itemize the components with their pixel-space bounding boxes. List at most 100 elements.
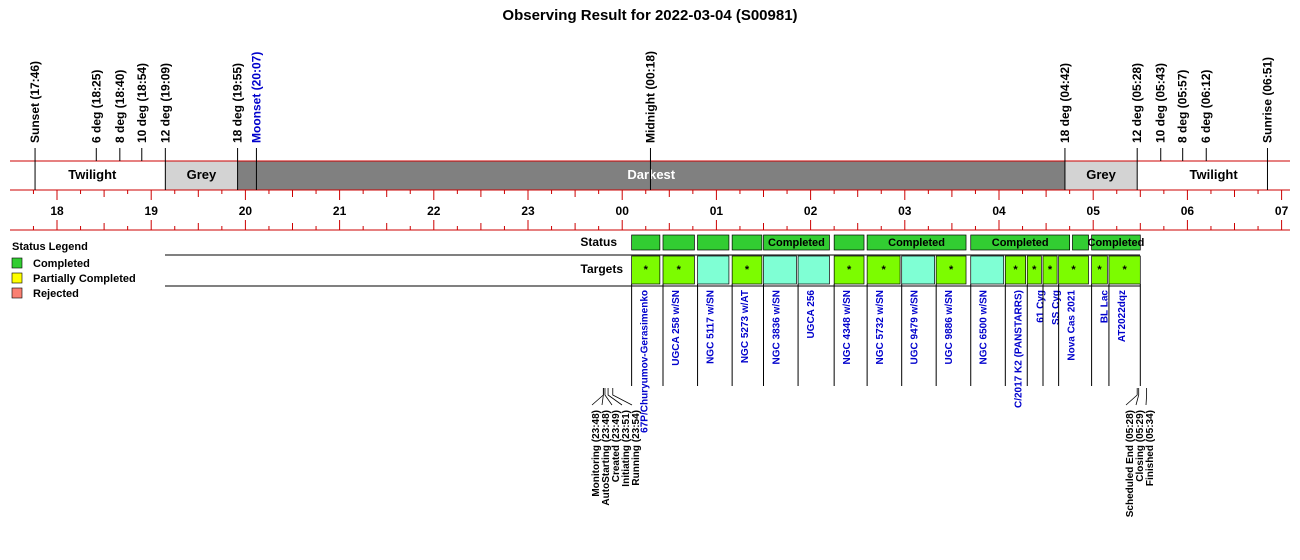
target-name-label: NGC 6500 w/SN (979, 290, 990, 364)
end-annotation-label: Finished (05:34) (1145, 410, 1156, 486)
hour-axis: 18 19 20 21 22 23 00 01 02 03 04 05 06 07 (10, 190, 1290, 231)
target-mark: * (1122, 264, 1127, 276)
target-block (797, 255, 830, 285)
target-mark: * (1097, 264, 1102, 276)
target-block (1091, 255, 1108, 285)
hour-tick-label: 07 (1275, 204, 1289, 218)
sky-event-layer: Sunset (17:46) 6 deg (18:25) 8 deg (18:40)… (28, 51, 1274, 190)
hour-tick-label: 19 (145, 204, 159, 218)
sky-event-label: 6 deg (06:12) (1199, 70, 1213, 143)
start-annotation-label: Created (23:49) (611, 410, 622, 482)
sky-band-label: Grey (1086, 167, 1116, 182)
target-mark: * (847, 264, 852, 276)
target-name-label: NGC 5117 w/SN (706, 290, 717, 364)
targets-row-label: Targets (581, 262, 624, 276)
sky-event-label: 18 deg (04:42) (1058, 63, 1072, 143)
start-annotation-connector (591, 388, 604, 406)
observation-rows: Status Targets (165, 235, 1140, 287)
legend-label-rejected: Rejected (33, 288, 79, 300)
sky-band-grey (1064, 161, 1138, 190)
hour-tick-label: 02 (804, 204, 818, 218)
status-block-layer: Completed Completed Completed Completed (631, 234, 1145, 251)
legend-label-partial: Partially Completed (33, 273, 136, 285)
sky-band-twilight (19, 161, 166, 190)
target-name-label: BL Lac (1100, 290, 1111, 324)
target-name-label: NGC 5273 w/AT (740, 290, 751, 363)
target-block (697, 255, 730, 285)
sky-event-label: 12 deg (19:09) (158, 63, 172, 143)
sky-event-label: Midnight (00:18) (643, 51, 657, 143)
status-block-label: Completed (768, 237, 825, 249)
status-block-label: Completed (888, 237, 945, 249)
target-block (763, 255, 797, 285)
target-name-label: Nova Cas 2021 (1067, 290, 1078, 361)
target-mark: * (881, 264, 886, 276)
legend-swatch-partial (11, 272, 23, 284)
sky-band-twilight (1137, 161, 1290, 190)
chart-title: Observing Result for 2022-03-04 (S00981) (502, 7, 797, 24)
end-annotation-connector (1125, 388, 1138, 406)
status-block (833, 234, 865, 251)
target-name-label: NGC 5732 w/SN (875, 290, 886, 364)
sky-event-label: Sunset (17:46) (28, 61, 42, 143)
legend-swatch-completed (11, 257, 23, 269)
status-block (1072, 234, 1089, 251)
sky-event-label: 10 deg (18:54) (135, 63, 149, 143)
sky-band-label: Darkest (627, 167, 675, 182)
target-name-label: UGCA 258 w/SN (671, 290, 682, 366)
target-block (970, 255, 1005, 285)
target-mark: * (677, 264, 682, 276)
target-name-label: UGC 9479 w/SN (910, 290, 921, 364)
sky-event-label: Sunrise (06:51) (1260, 57, 1274, 143)
target-name-label: SS Cyg (1051, 290, 1062, 325)
target-block (731, 255, 763, 285)
status-block (731, 234, 763, 251)
end-annotation-connector (1135, 388, 1140, 406)
sky-band-grey (165, 161, 238, 190)
target-mark: * (1032, 264, 1037, 276)
sky-band-label: Twilight (68, 167, 117, 182)
target-name-label: 67P/Churyumov-Gerasimenko (640, 290, 651, 433)
status-block-inner (870, 237, 964, 248)
status-block-label: Completed (992, 237, 1049, 249)
hour-tick-label: 20 (239, 204, 253, 218)
target-name-label: C/2017 K2 (PANSTARRS) (1013, 290, 1024, 408)
hour-tick-label: 03 (898, 204, 912, 218)
end-annotation-connector (1145, 388, 1148, 406)
sky-event-label: 10 deg (05:43) (1154, 63, 1168, 143)
target-block-layer: * 67P/Churyumov-Gerasimenko * UGCA 258 w/SN… (631, 255, 1141, 433)
target-block (1108, 255, 1141, 285)
target-block (1026, 255, 1042, 285)
start-annotation-connector (604, 388, 613, 406)
annotation-layer: Monitoring (23:48) AutoStarting (23:48) Cr… (591, 388, 1156, 517)
target-block (901, 255, 936, 285)
hour-tick-label: 00 (616, 204, 630, 218)
sky-event-label: 8 deg (18:40) (113, 70, 127, 143)
start-annotation-connector (607, 388, 623, 406)
start-annotation-connector (601, 388, 604, 406)
target-name-label: 61 Cyg (1035, 290, 1046, 323)
legend-title: Status Legend (12, 241, 88, 253)
target-name-label: AT2022dqz (1117, 290, 1128, 342)
target-name-label: UGCA 256 (806, 290, 817, 339)
target-block (1004, 255, 1027, 285)
status-block-inner (766, 237, 827, 248)
target-block (935, 255, 967, 285)
target-mark: * (949, 264, 954, 276)
status-row-label: Status (580, 235, 617, 249)
hour-tick-label: 04 (992, 204, 1006, 218)
hour-tick-label: 22 (427, 204, 441, 218)
target-name-label: UGC 9886 w/SN (944, 290, 955, 364)
sky-event-label: 6 deg (18:25) (89, 70, 103, 143)
target-name-label: NGC 3836 w/SN (772, 290, 783, 364)
status-block (697, 234, 730, 251)
legend-swatch-rejected (11, 287, 23, 299)
hour-tick-label: 06 (1181, 204, 1195, 218)
hour-tick-label: 05 (1087, 204, 1101, 218)
sky-band-label: Twilight (1190, 167, 1239, 182)
sky-event-label: 8 deg (05:57) (1176, 70, 1190, 143)
status-block-label: Completed (1088, 237, 1145, 249)
target-block (833, 255, 865, 285)
target-block (631, 255, 661, 285)
target-name-label: NGC 4348 w/SN (842, 290, 853, 364)
